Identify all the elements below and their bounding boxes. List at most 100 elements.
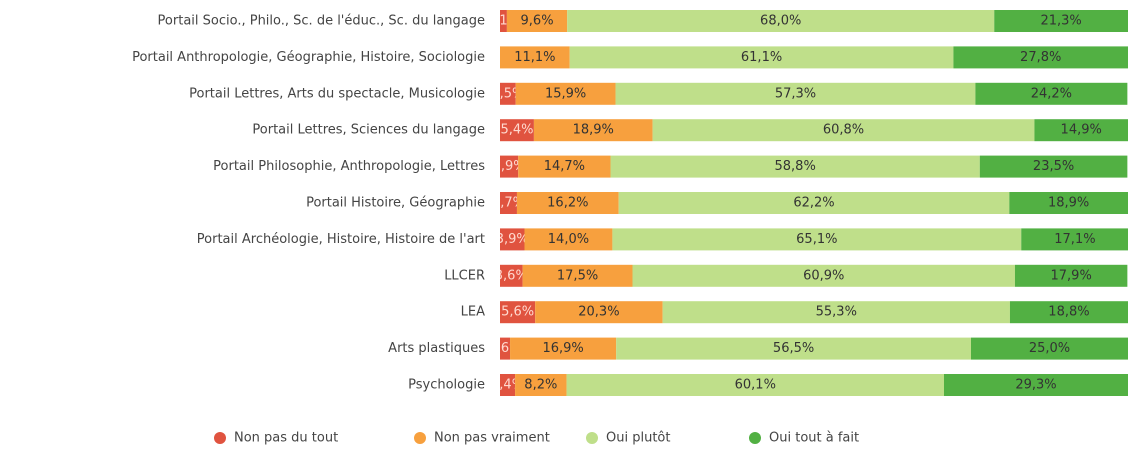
category-label: Portail Archéologie, Histoire, Histoire … [197, 232, 485, 247]
bar-segment [518, 155, 611, 178]
bar-segment [569, 46, 954, 69]
bar-segment [652, 119, 1035, 142]
bar-segment [979, 155, 1128, 178]
value-label: 56,5% [773, 341, 814, 356]
bar-segment [1034, 119, 1128, 142]
value-label: 14,7% [544, 159, 585, 174]
bar-segment [535, 301, 663, 324]
value-label: 2,7% [492, 196, 525, 211]
bar-segment [975, 82, 1128, 105]
bar-segment [994, 10, 1128, 32]
bar-segment [953, 46, 1128, 69]
value-label: 3,9% [496, 232, 529, 247]
category-label: Portail Lettres, Sciences du langage [252, 123, 485, 138]
bar-segment [500, 264, 523, 287]
bar-segment [500, 192, 517, 214]
bar-segment [567, 10, 995, 32]
value-label: 24,2% [1031, 86, 1072, 101]
value-label: 68,0% [760, 14, 801, 29]
value-label: 65,1% [796, 232, 837, 247]
category-label: Portail Socio., Philo., Sc. de l'éduc., … [158, 14, 485, 29]
legend-label: Non pas vraiment [434, 431, 550, 446]
legend-swatch [586, 432, 598, 444]
bar-segment [500, 10, 507, 32]
value-label: 27,8% [1020, 50, 1061, 65]
value-label: 14,0% [548, 232, 589, 247]
bar-segment [515, 82, 616, 105]
bar-segment [971, 337, 1128, 360]
value-label: 60,9% [803, 268, 844, 283]
value-label: 1,6% [489, 341, 522, 356]
value-label: 23,5% [1033, 159, 1074, 174]
value-label: 20,3% [578, 305, 619, 320]
bar-segment [1009, 301, 1128, 324]
bar-segment [500, 46, 570, 69]
bar-segment [500, 337, 511, 360]
value-label: 18,8% [1048, 305, 1089, 320]
bar-segment [1021, 228, 1128, 251]
value-label: 29,3% [1015, 378, 1056, 393]
category-label: LLCER [444, 268, 485, 283]
category-label: Arts plastiques [388, 341, 485, 356]
value-label: 2,9% [493, 159, 526, 174]
bar-segment [566, 374, 944, 396]
bar-segment [500, 228, 525, 251]
bar-segment [616, 337, 971, 360]
value-label: 18,9% [1048, 196, 1089, 211]
value-label: 14,9% [1061, 123, 1102, 138]
bar-segment [1009, 192, 1128, 214]
value-label: 55,3% [816, 305, 857, 320]
value-label: 3,6% [495, 268, 528, 283]
bar-segment [500, 155, 519, 178]
bar-segment [522, 264, 633, 287]
legend-label: Oui tout à fait [769, 431, 859, 446]
bar-segment [533, 119, 653, 142]
bar-segment [500, 374, 516, 396]
bar-segment [524, 228, 613, 251]
legend-label: Oui plutôt [606, 431, 670, 446]
value-label: 5,4% [500, 123, 533, 138]
bar-segment [515, 374, 567, 396]
category-label: Psychologie [408, 378, 485, 393]
value-label: 60,8% [823, 123, 864, 138]
bar-segment [615, 82, 976, 105]
bar-segment [500, 301, 536, 324]
value-label: 17,1% [1054, 232, 1095, 247]
bar-segment [500, 82, 516, 105]
bar-segment [632, 264, 1015, 287]
category-label: Portail Philosophie, Anthropologie, Lett… [213, 159, 485, 174]
value-label: 1,1% [487, 14, 520, 29]
bar-segment [610, 155, 980, 178]
bar-segment [506, 10, 568, 32]
value-label: 15,9% [545, 86, 586, 101]
legend-label: Non pas du tout [234, 431, 338, 446]
value-label: 57,3% [775, 86, 816, 101]
bar-segment [500, 119, 534, 142]
legend-swatch [214, 432, 226, 444]
value-label: 16,2% [547, 196, 588, 211]
bar-segment [510, 337, 617, 360]
category-label: Portail Lettres, Arts du spectacle, Musi… [189, 86, 485, 101]
value-label: 58,8% [775, 159, 816, 174]
bar-segment [662, 301, 1010, 324]
bar-segment [618, 192, 1010, 214]
value-label: 2,5% [491, 86, 524, 101]
value-label: 62,2% [793, 196, 834, 211]
value-label: 9,6% [521, 14, 554, 29]
value-label: 5,6% [501, 305, 534, 320]
legend-swatch [414, 432, 426, 444]
value-label: 18,9% [573, 123, 614, 138]
value-label: 16,9% [542, 341, 583, 356]
bar-segment [943, 374, 1128, 396]
legend-swatch [749, 432, 761, 444]
category-label: LEA [461, 305, 485, 320]
value-label: 2,4% [491, 378, 524, 393]
value-label: 21,3% [1040, 14, 1081, 29]
category-label: Portail Histoire, Géographie [306, 196, 485, 211]
value-label: 8,2% [524, 378, 557, 393]
value-label: 25,0% [1029, 341, 1070, 356]
bar-segment [612, 228, 1022, 251]
category-label: Portail Anthropologie, Géographie, Histo… [132, 50, 485, 65]
value-label: 17,5% [557, 268, 598, 283]
